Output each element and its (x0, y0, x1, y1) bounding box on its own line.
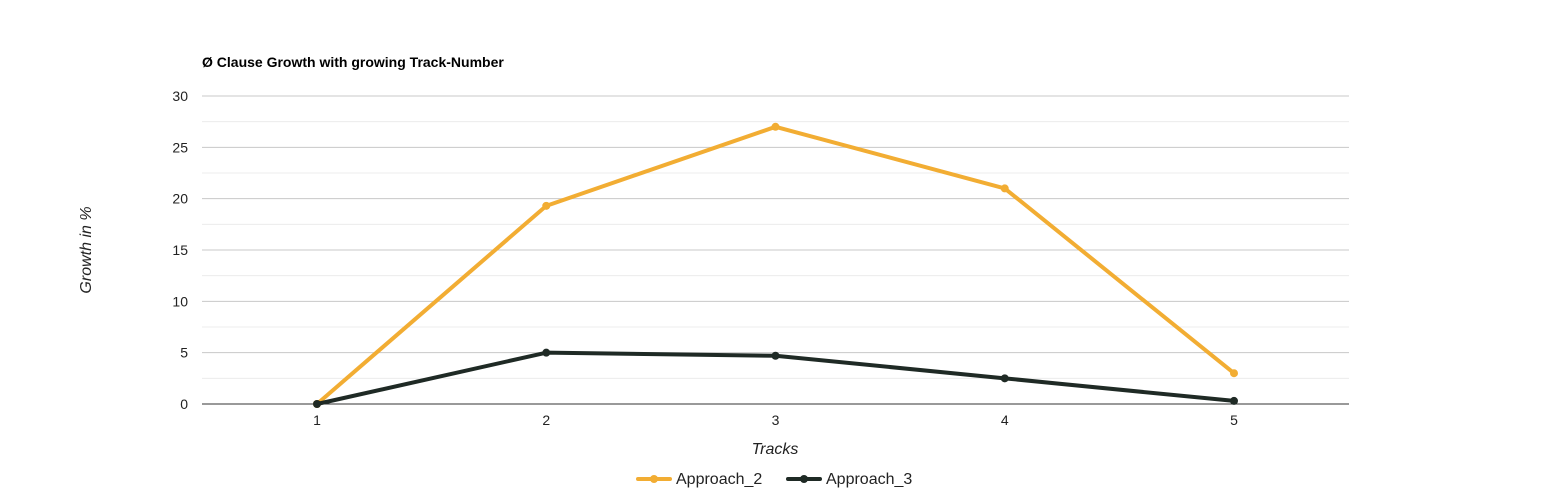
y-tick-label: 5 (180, 345, 188, 361)
y-tick-label: 25 (172, 139, 188, 155)
data-point (1000, 184, 1009, 193)
series-lines (313, 122, 1238, 408)
x-axis-title: Tracks (752, 441, 799, 458)
grid (202, 95, 1349, 405)
x-tick-label: 5 (1230, 412, 1238, 428)
y-tick-label: 30 (172, 88, 188, 104)
legend-swatch-marker (800, 475, 808, 483)
legend-label: Approach_3 (826, 471, 912, 488)
data-point (542, 348, 551, 357)
x-tick-label: 1 (313, 412, 321, 428)
series-approach-2 (313, 122, 1238, 408)
legend-item: Approach_3 (786, 471, 912, 488)
x-axis-ticks: 1 2 3 4 5 (313, 412, 1238, 428)
y-axis-ticks: 0 5 10 15 20 25 30 (172, 88, 188, 412)
data-point (542, 201, 551, 210)
x-tick-label: 4 (1001, 412, 1009, 428)
legend-item: Approach_2 (636, 471, 762, 488)
data-point (1000, 374, 1009, 383)
x-tick-label: 3 (772, 412, 780, 428)
y-tick-label: 10 (172, 293, 188, 309)
y-tick-label: 15 (172, 242, 188, 258)
series-approach-3 (313, 348, 1238, 408)
x-tick-label: 2 (542, 412, 550, 428)
y-axis-title: Growth in % (78, 206, 95, 293)
legend-label: Approach_2 (676, 471, 762, 488)
y-tick-label: 0 (180, 396, 188, 412)
data-point (1230, 369, 1238, 378)
data-point (1230, 396, 1238, 405)
data-point (313, 400, 321, 408)
data-point (771, 351, 780, 360)
y-tick-label: 20 (172, 191, 188, 207)
legend: Approach_2 Approach_3 (636, 471, 912, 488)
data-point (771, 122, 780, 131)
legend-swatch-marker (650, 475, 658, 483)
chart-title: Ø Clause Growth with growing Track-Numbe… (202, 54, 504, 70)
series-line (315, 124, 1236, 406)
